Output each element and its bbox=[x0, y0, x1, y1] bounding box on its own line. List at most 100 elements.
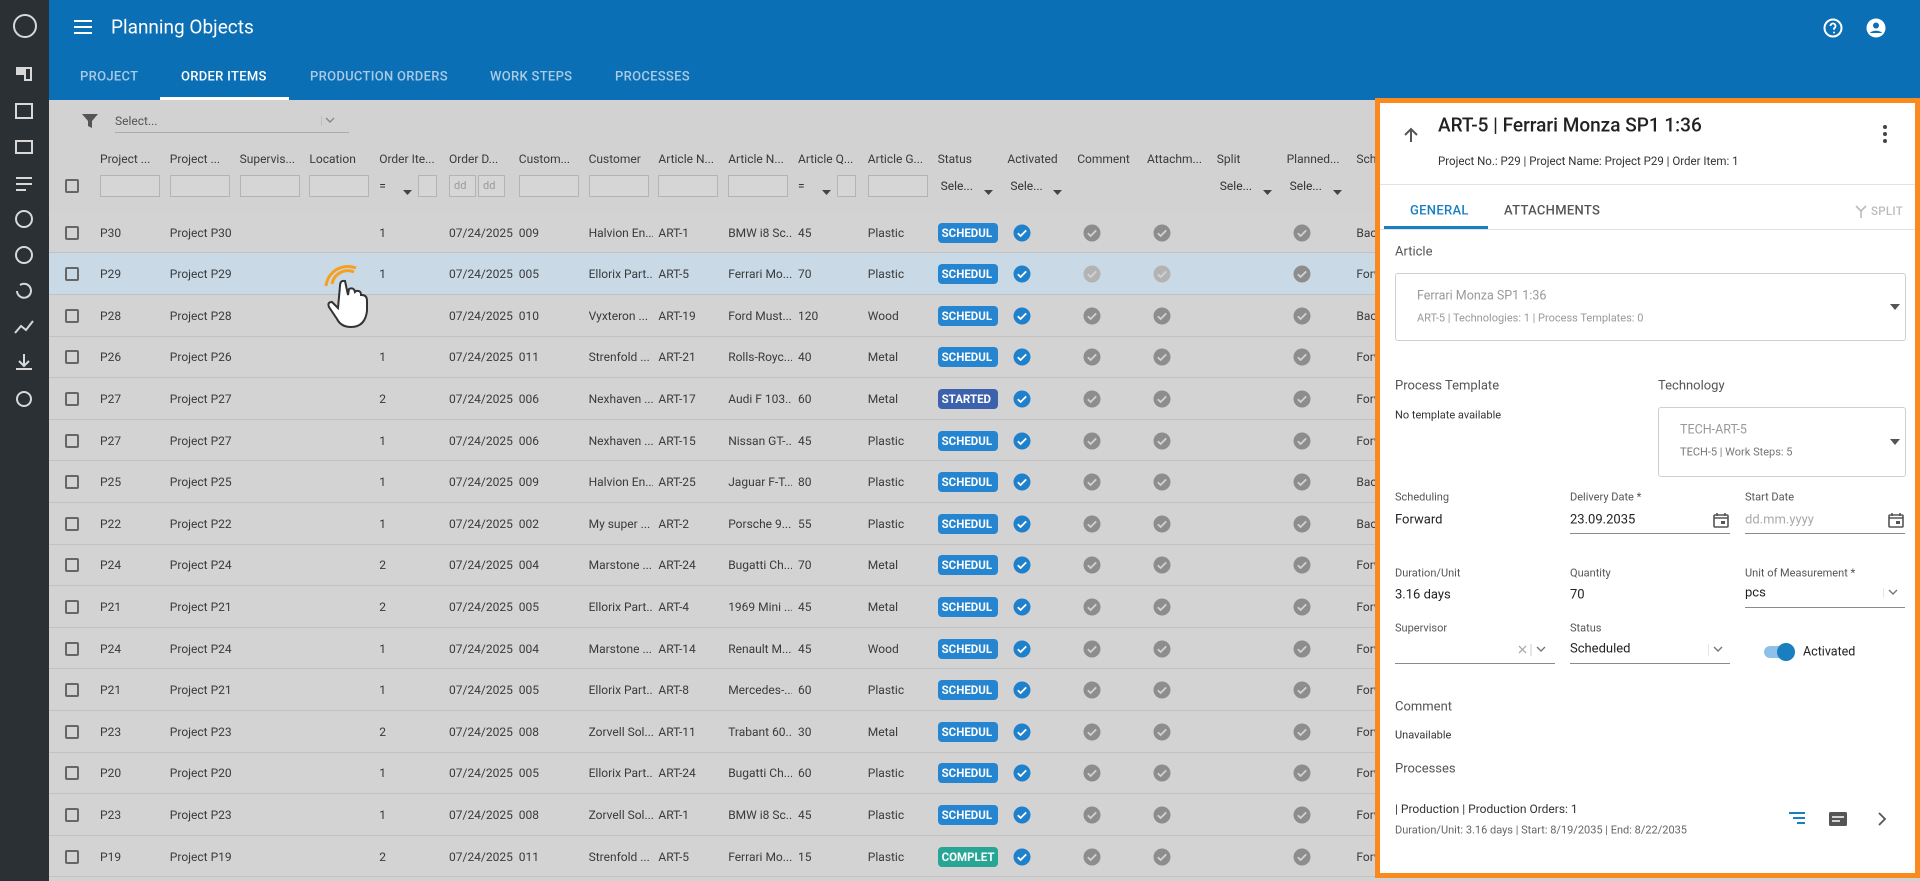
row-checkbox[interactable] bbox=[65, 600, 79, 614]
article-select[interactable] bbox=[1395, 273, 1906, 341]
nav-icon[interactable] bbox=[16, 391, 32, 407]
select-filter[interactable]: Sele... bbox=[1289, 179, 1322, 193]
process-open-button[interactable] bbox=[1877, 812, 1887, 826]
account-button[interactable] bbox=[1865, 17, 1887, 39]
dropdown-chevron[interactable] bbox=[1883, 588, 1903, 598]
column-header[interactable]: Planned... bbox=[1286, 152, 1340, 166]
select-all-checkbox[interactable] bbox=[65, 179, 79, 193]
nav-icon[interactable] bbox=[24, 67, 32, 81]
activated-icon bbox=[1013, 598, 1031, 616]
nav-icon[interactable] bbox=[15, 210, 33, 228]
column-filter[interactable] bbox=[418, 175, 438, 197]
nav-tab[interactable]: ORDER ITEMS bbox=[181, 69, 267, 85]
row-checkbox[interactable] bbox=[65, 766, 79, 781]
nav-tab[interactable]: PROJECT bbox=[80, 69, 139, 85]
column-header[interactable]: Location bbox=[309, 152, 356, 166]
nav-icon[interactable] bbox=[16, 282, 32, 299]
row-checkbox[interactable] bbox=[65, 392, 79, 406]
select-filter[interactable]: Sele... bbox=[940, 179, 973, 193]
back-button[interactable] bbox=[1401, 125, 1421, 145]
filter-select[interactable]: Select... bbox=[115, 114, 158, 128]
column-filter[interactable] bbox=[169, 175, 230, 197]
column-filter[interactable] bbox=[658, 175, 719, 197]
field-label: Quantity bbox=[1570, 566, 1611, 580]
menu-button[interactable] bbox=[74, 19, 92, 35]
nav-icon[interactable] bbox=[14, 320, 34, 334]
nav-tab[interactable]: WORK STEPS bbox=[490, 69, 573, 85]
date-filter[interactable]: dd bbox=[478, 175, 505, 197]
column-filter[interactable] bbox=[728, 175, 789, 197]
column-header[interactable]: Order Ite... bbox=[379, 152, 435, 166]
field-value[interactable]: 23.09.2035 bbox=[1570, 512, 1636, 528]
technology-select[interactable] bbox=[1658, 407, 1906, 477]
column-filter[interactable] bbox=[518, 175, 579, 197]
column-header[interactable]: Custom... bbox=[518, 152, 571, 166]
dropdown-chevron[interactable] bbox=[1708, 644, 1728, 656]
activated-toggle[interactable] bbox=[1763, 642, 1797, 662]
row-checkbox[interactable] bbox=[65, 350, 79, 365]
row-checkbox[interactable] bbox=[65, 267, 79, 282]
column-header[interactable]: Attachm... bbox=[1147, 152, 1203, 166]
row-checkbox[interactable] bbox=[65, 849, 79, 864]
row-checkbox[interactable] bbox=[65, 641, 79, 656]
row-checkbox[interactable] bbox=[65, 433, 79, 448]
column-header[interactable]: Activated bbox=[1007, 152, 1058, 166]
column-filter[interactable] bbox=[837, 175, 856, 197]
panel-tab[interactable]: ATTACHMENTS bbox=[1504, 203, 1601, 219]
row-checkbox[interactable] bbox=[65, 808, 79, 822]
row-checkbox[interactable] bbox=[65, 225, 79, 240]
logo[interactable] bbox=[13, 14, 37, 38]
column-header[interactable]: Supervis... bbox=[239, 152, 296, 166]
column-filter[interactable] bbox=[588, 175, 649, 197]
column-filter[interactable] bbox=[239, 175, 300, 197]
column-header[interactable]: Split bbox=[1216, 152, 1241, 166]
select-filter[interactable]: Sele... bbox=[1219, 179, 1253, 193]
process-orders-button[interactable] bbox=[1828, 811, 1848, 827]
column-header[interactable]: Comment bbox=[1077, 152, 1130, 166]
calendar-button[interactable] bbox=[1713, 512, 1729, 528]
column-header[interactable]: Article G... bbox=[867, 152, 924, 166]
column-header[interactable]: Sche... bbox=[1356, 152, 1375, 166]
nav-tab[interactable]: PROCESSES bbox=[615, 69, 690, 85]
process-steps-button[interactable] bbox=[1788, 811, 1806, 827]
column-header[interactable]: Status bbox=[937, 152, 972, 166]
row-checkbox[interactable] bbox=[65, 308, 79, 323]
more-button[interactable] bbox=[1880, 123, 1890, 145]
field-value[interactable]: pcs bbox=[1745, 585, 1766, 601]
nav-icon[interactable] bbox=[15, 246, 33, 264]
clear-and-chevron[interactable] bbox=[1517, 644, 1555, 656]
nav-tab[interactable]: PRODUCTION ORDERS bbox=[310, 69, 448, 85]
date-filter[interactable]: dd bbox=[449, 175, 476, 197]
column-header[interactable]: Project ... bbox=[100, 152, 151, 166]
column-filter[interactable] bbox=[100, 175, 160, 197]
nav-icon[interactable] bbox=[15, 103, 33, 119]
row-checkbox[interactable] bbox=[65, 724, 79, 739]
column-filter[interactable] bbox=[867, 175, 928, 197]
row-checkbox[interactable] bbox=[65, 475, 79, 490]
column-header[interactable]: Article N... bbox=[658, 152, 715, 166]
column-header[interactable]: Customer bbox=[588, 152, 641, 166]
nav-icon[interactable] bbox=[16, 354, 32, 370]
help-button[interactable] bbox=[1822, 17, 1844, 39]
column-header[interactable]: Order D... bbox=[449, 152, 499, 166]
filter-operator[interactable]: = bbox=[379, 179, 386, 193]
row-checkbox[interactable] bbox=[65, 558, 79, 573]
calendar-button[interactable] bbox=[1888, 512, 1904, 528]
column-header[interactable]: Project ... bbox=[169, 152, 221, 166]
row-checkbox[interactable] bbox=[65, 683, 79, 698]
select-filter[interactable]: Sele... bbox=[1010, 179, 1043, 193]
nav-icon[interactable] bbox=[15, 140, 33, 154]
row-checkbox[interactable] bbox=[65, 516, 79, 531]
filter-operator[interactable]: = bbox=[798, 179, 805, 193]
nav-icon[interactable] bbox=[16, 177, 32, 191]
field-placeholder[interactable]: dd.mm.yyyy bbox=[1745, 512, 1814, 528]
filter-chevron[interactable] bbox=[321, 116, 337, 126]
filter-icon[interactable] bbox=[81, 113, 99, 129]
field-value[interactable]: Scheduled bbox=[1570, 641, 1631, 657]
column-header[interactable]: Article Q... bbox=[798, 152, 854, 166]
column-header[interactable]: Article N... bbox=[728, 152, 784, 166]
column-filter[interactable] bbox=[309, 175, 370, 197]
nav-icon[interactable] bbox=[16, 67, 24, 75]
panel-tab[interactable]: GENERAL bbox=[1410, 203, 1469, 219]
table-row[interactable] bbox=[49, 711, 1375, 753]
